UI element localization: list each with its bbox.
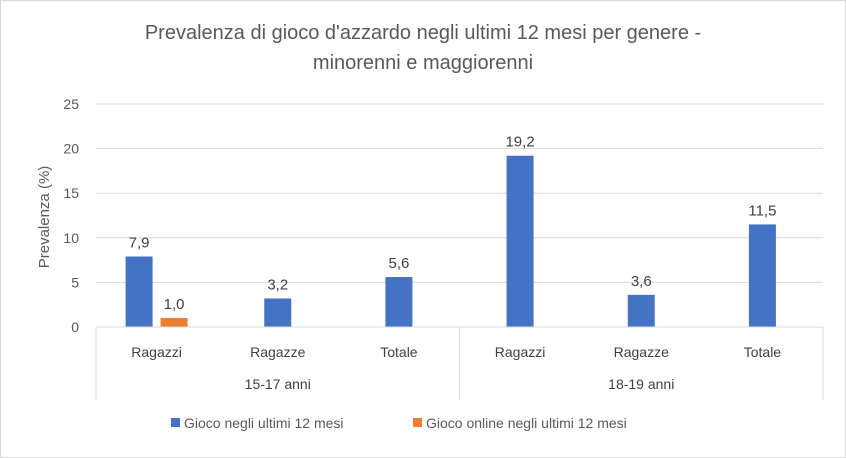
x-category-label: Ragazze bbox=[614, 344, 669, 360]
data-label: 3,2 bbox=[267, 276, 288, 293]
bars bbox=[125, 155, 776, 327]
x-category-label: Ragazzi bbox=[131, 344, 182, 360]
bar bbox=[264, 298, 292, 327]
data-label: 5,6 bbox=[388, 255, 409, 272]
bar bbox=[125, 256, 153, 327]
legend-label: Gioco negli ultimi 12 mesi bbox=[184, 415, 344, 431]
y-axis-ticks: 0 5 10 15 20 25 bbox=[63, 96, 79, 335]
chart-title-line-2: minorenni e maggiorenni bbox=[313, 52, 533, 74]
legend-label: Gioco online negli ultimi 12 mesi bbox=[426, 415, 627, 431]
x-category-label: Totale bbox=[380, 344, 418, 360]
data-labels: 7,9 3,2 5,6 19,2 3,6 11,5 1,0 bbox=[129, 134, 777, 313]
x-category-label: Totale bbox=[744, 344, 782, 360]
data-label: 7,9 bbox=[129, 235, 150, 252]
chart-title-line-1: Prevalenza di gioco d'azzardo negli ulti… bbox=[145, 22, 701, 44]
bar bbox=[627, 294, 655, 327]
y-tick-label: 25 bbox=[63, 96, 79, 112]
data-label: 19,2 bbox=[505, 134, 534, 151]
y-tick-label: 5 bbox=[71, 274, 79, 290]
bar bbox=[160, 318, 188, 327]
y-tick-label: 20 bbox=[63, 141, 79, 157]
bar bbox=[385, 277, 413, 327]
x-group-label: 15-17 anni bbox=[245, 376, 311, 392]
legend: Gioco negli ultimi 12 mesi Gioco online n… bbox=[171, 415, 627, 431]
x-group-label: 18-19 anni bbox=[608, 376, 674, 392]
bar bbox=[748, 224, 776, 327]
legend-swatch bbox=[171, 418, 180, 427]
y-tick-label: 15 bbox=[63, 185, 79, 201]
y-tick-label: 0 bbox=[71, 319, 79, 335]
x-category-label: Ragazze bbox=[250, 344, 305, 360]
data-label: 3,6 bbox=[631, 273, 652, 290]
y-tick-label: 10 bbox=[63, 230, 79, 246]
x-axis: Ragazzi Ragazze Totale 15-17 anni Ragazzi Rag… bbox=[95, 326, 824, 400]
x-category-label: Ragazzi bbox=[495, 344, 546, 360]
bar bbox=[506, 155, 534, 327]
legend-swatch bbox=[413, 418, 422, 427]
data-label: 1,0 bbox=[164, 296, 185, 313]
data-label: 11,5 bbox=[748, 202, 776, 219]
y-axis-label: Prevalenza (%) bbox=[36, 166, 53, 269]
gridlines bbox=[96, 103, 823, 283]
